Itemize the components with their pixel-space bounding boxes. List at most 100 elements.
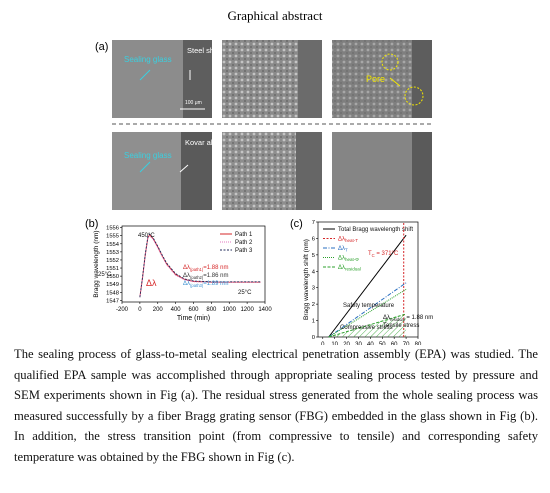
legend-name: Δλ bbox=[338, 246, 345, 252]
y-tick-label: 1556 bbox=[106, 226, 119, 232]
x-tick-label: 400 bbox=[171, 307, 182, 313]
y-tick-label: 7 bbox=[312, 220, 315, 226]
y-tick-label: 1 bbox=[312, 319, 315, 325]
annotation-sub: residual bbox=[390, 317, 405, 322]
legend-sub: heat-Φ bbox=[345, 257, 359, 262]
x-tick-label: 80 bbox=[415, 342, 422, 345]
annotation-rest: = 371°C bbox=[375, 251, 399, 257]
panel-label: (a) bbox=[95, 41, 108, 53]
annotation-text: Δλ bbox=[183, 273, 190, 279]
legend-sub: heat-T bbox=[345, 238, 358, 243]
y-tick-label: 6 bbox=[312, 236, 315, 242]
x-axis-label: Time (min) bbox=[177, 315, 210, 322]
legend-sub: residual bbox=[345, 267, 361, 272]
y-tick-label: 1549 bbox=[106, 282, 119, 288]
sem-label: Kovar alloy bbox=[185, 138, 222, 147]
y-axis-label: Bragg wavelength (nm) bbox=[93, 230, 100, 297]
annotation: Safety temperature bbox=[343, 303, 395, 309]
annotation-text: 450°C bbox=[138, 233, 155, 239]
legend-label: Δλheat-Φ bbox=[338, 256, 359, 263]
x-tick-label: 200 bbox=[153, 307, 164, 313]
x-tick-label: 70 bbox=[403, 342, 410, 345]
annotation: 25°C bbox=[238, 290, 252, 296]
y-tick-label: 1551 bbox=[106, 266, 119, 272]
figure: Graphical abstract (a) Sealing glass Ste… bbox=[85, 8, 434, 345]
y-tick-label: 2 bbox=[312, 302, 315, 308]
y-tick-label: 3 bbox=[312, 286, 315, 292]
legend-label: Path 1 bbox=[235, 232, 253, 238]
annotation: Compressive stress bbox=[340, 325, 393, 331]
annotation-text: 25°C bbox=[98, 272, 112, 278]
sem-label: 100 μm bbox=[185, 100, 202, 106]
legend-name: Total Bragg wavelength shift bbox=[338, 227, 413, 233]
x-tick-label: 600 bbox=[188, 307, 199, 313]
x-tick-label: 0 bbox=[138, 307, 142, 313]
annotation-text: Δλ bbox=[383, 315, 390, 321]
annotation-text: T bbox=[368, 251, 372, 257]
y-tick-label: 1555 bbox=[106, 234, 119, 240]
annotation-rest: =1.86 nm bbox=[203, 273, 228, 279]
sem-images bbox=[112, 40, 432, 210]
y-axis-label: Bragg wavelength shift (nm) bbox=[303, 239, 310, 320]
annotation-sub: C bbox=[372, 253, 375, 258]
sem-label: Steel shell bbox=[187, 46, 222, 55]
y-tick-label: 1554 bbox=[106, 242, 120, 248]
series-line bbox=[328, 234, 407, 338]
series-line bbox=[139, 233, 261, 298]
legend-label: Path 2 bbox=[235, 240, 253, 246]
annotation-rest: =1.88 nm bbox=[203, 265, 228, 271]
panel-label: (c) bbox=[290, 218, 303, 230]
legend-label: Total Bragg wavelength shift bbox=[338, 227, 413, 233]
annotation: 450°C bbox=[138, 233, 155, 239]
x-tick-label: -200 bbox=[116, 307, 129, 313]
sem-label: Pore bbox=[366, 74, 385, 84]
annotation: Δλ(path3)=1.89 nm bbox=[183, 281, 228, 288]
annotation-text: Δλ bbox=[146, 278, 157, 288]
annotation-text: Δλ bbox=[183, 281, 190, 287]
caption: The sealing process of glass-to-metal se… bbox=[14, 347, 538, 464]
annotation-text: Tensile stress bbox=[383, 323, 419, 329]
x-tick-label: 1400 bbox=[258, 307, 272, 313]
y-tick-label: 1550 bbox=[106, 274, 119, 280]
annotation: Δλ(path2)=1.86 nm bbox=[183, 273, 228, 280]
legend-label: Δλheat-T bbox=[338, 237, 358, 244]
legend-name: Path 2 bbox=[235, 240, 253, 246]
annotation: Δλ(path1)=1.88 nm bbox=[183, 265, 228, 272]
sem-label: Sealing glass bbox=[124, 151, 172, 160]
panel-label: (b) bbox=[85, 218, 98, 230]
y-tick-label: 0 bbox=[312, 335, 315, 341]
sem-label: Sealing glass bbox=[124, 55, 172, 64]
y-tick-label: 1552 bbox=[106, 258, 119, 264]
legend-label: Δλresidual bbox=[338, 265, 361, 272]
annotation-sub: (path1) bbox=[190, 267, 204, 272]
x-tick-label: 50 bbox=[379, 342, 386, 345]
annotation-text: Δλ bbox=[183, 265, 190, 271]
y-tick-label: 1547 bbox=[106, 298, 119, 304]
legend-name: Path 1 bbox=[235, 232, 253, 238]
legend-name: Path 3 bbox=[235, 248, 253, 254]
y-tick-label: 1548 bbox=[106, 290, 119, 296]
x-tick-label: 1000 bbox=[223, 307, 237, 313]
x-tick-label: 1200 bbox=[240, 307, 254, 313]
annotation-text: 25°C bbox=[238, 290, 252, 296]
legend-name: Δλ bbox=[338, 265, 345, 271]
legend-name: Δλ bbox=[338, 256, 345, 262]
x-tick-label: 60 bbox=[391, 342, 398, 345]
legend-label: Path 3 bbox=[235, 248, 253, 254]
x-tick-label: 40 bbox=[367, 342, 374, 345]
legend-sub: T bbox=[345, 248, 348, 253]
x-tick-label: 800 bbox=[206, 307, 217, 313]
annotation: Tensile stress bbox=[383, 323, 419, 329]
x-tick-label: 10 bbox=[331, 342, 338, 345]
x-tick-label: 30 bbox=[355, 342, 362, 345]
y-tick-label: 5 bbox=[312, 253, 315, 259]
annotation-rest: =1.89 nm bbox=[203, 281, 228, 287]
annotation-rest: = 1.88 nm bbox=[405, 315, 434, 321]
legend-label: ΔλT bbox=[338, 246, 348, 253]
annotation: 25°C bbox=[98, 272, 112, 278]
annotation-sub: (path2) bbox=[190, 275, 204, 280]
annotation: Δλ bbox=[146, 278, 157, 288]
annotation: TC = 371°C bbox=[368, 251, 399, 258]
y-tick-label: 1553 bbox=[106, 250, 119, 256]
